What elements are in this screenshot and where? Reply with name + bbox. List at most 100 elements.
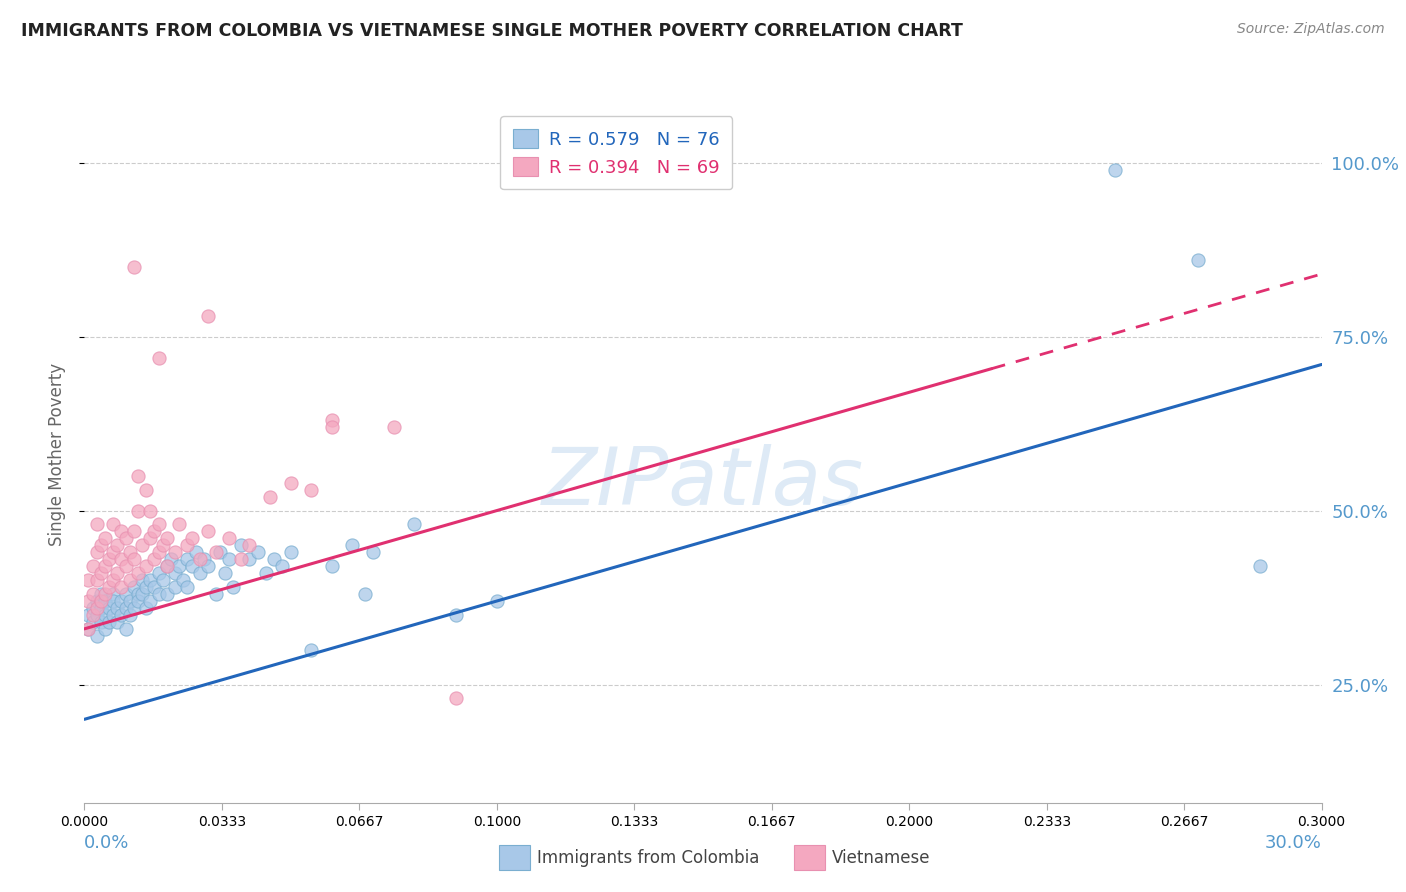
Text: 30.0%: 30.0% (1265, 834, 1322, 852)
Point (568, 162, 591, 177)
Point (90, 587, 112, 601)
Point (127, 503, 149, 517)
Point (86, 629, 108, 643)
Point (105, 601, 128, 615)
Point (167, 517, 190, 532)
Point (148, 545, 170, 559)
Point (122, 260, 145, 274)
Point (98, 601, 121, 615)
Point (110, 552, 132, 566)
Point (382, 420, 405, 434)
Point (77, 607, 100, 622)
Point (82, 559, 104, 574)
Point (94, 607, 117, 622)
Point (135, 580, 157, 594)
Point (148, 587, 170, 601)
Point (105, 538, 128, 552)
Point (90, 538, 112, 552)
Text: Vietnamese: Vietnamese (832, 849, 931, 867)
Point (103, 517, 125, 532)
Point (82, 601, 104, 615)
Point (86, 573, 108, 587)
Point (254, 566, 277, 581)
Point (271, 559, 294, 574)
Point (218, 532, 240, 546)
Point (94, 594, 117, 608)
Point (353, 587, 375, 601)
Point (131, 587, 153, 601)
Point (139, 532, 162, 546)
Point (90, 615, 112, 629)
Point (1249, 559, 1271, 574)
Point (77, 594, 100, 608)
Point (86, 601, 108, 615)
Point (98, 580, 121, 594)
Point (86, 517, 108, 532)
Point (139, 573, 162, 587)
Point (114, 601, 136, 615)
Point (342, 538, 364, 552)
Point (110, 524, 132, 539)
Point (193, 552, 215, 566)
Point (321, 413, 343, 427)
Point (444, 607, 467, 622)
Point (404, 517, 426, 532)
Point (86, 607, 108, 622)
Point (197, 559, 219, 574)
Point (176, 538, 198, 552)
Point (86, 545, 108, 559)
Point (103, 607, 125, 622)
Point (527, 162, 550, 177)
Point (77, 573, 100, 587)
Point (135, 483, 157, 497)
Point (114, 622, 136, 636)
Point (139, 594, 162, 608)
Point (156, 587, 179, 601)
Text: Source: ZipAtlas.com: Source: ZipAtlas.com (1237, 22, 1385, 37)
Point (135, 559, 157, 574)
Point (176, 552, 198, 566)
Point (90, 566, 112, 581)
Point (229, 552, 252, 566)
Point (114, 532, 136, 546)
Point (139, 503, 162, 517)
Point (94, 532, 117, 546)
Point (94, 559, 117, 574)
Point (148, 517, 170, 532)
Point (127, 594, 149, 608)
Text: ZIPatlas: ZIPatlas (541, 443, 865, 522)
Point (118, 545, 141, 559)
Point (321, 420, 343, 434)
Point (98, 615, 121, 629)
Point (1187, 253, 1209, 268)
Point (197, 524, 219, 539)
Point (118, 607, 141, 622)
Point (105, 615, 128, 629)
Point (165, 545, 187, 559)
Point (238, 538, 260, 552)
Point (118, 573, 141, 587)
Point (238, 552, 260, 566)
Point (165, 580, 187, 594)
Point (103, 573, 125, 587)
Point (114, 559, 136, 574)
Point (127, 587, 149, 601)
Point (205, 587, 228, 601)
Point (148, 351, 170, 365)
Point (143, 552, 166, 566)
Point (148, 566, 170, 581)
Point (165, 566, 187, 581)
Text: Immigrants from Colombia: Immigrants from Colombia (537, 849, 759, 867)
Point (103, 587, 125, 601)
Text: 0.0%: 0.0% (84, 834, 129, 852)
Point (205, 545, 228, 559)
Point (229, 538, 252, 552)
Point (103, 545, 125, 559)
Point (110, 594, 132, 608)
Point (160, 552, 183, 566)
Point (122, 580, 145, 594)
Point (131, 538, 153, 552)
Point (299, 483, 322, 497)
Point (263, 552, 285, 566)
Point (184, 545, 207, 559)
